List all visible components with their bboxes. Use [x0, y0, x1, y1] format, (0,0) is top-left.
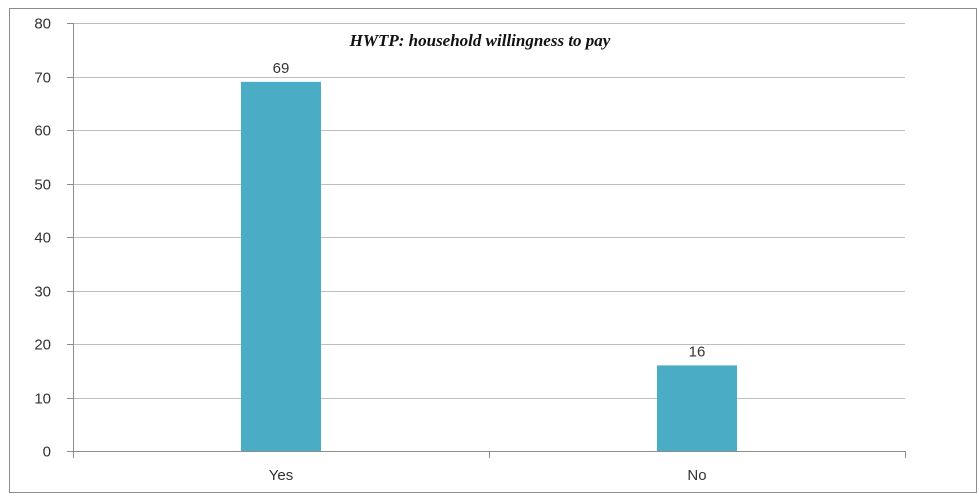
y-tick-label: 10	[34, 391, 51, 408]
chart-title: HWTP: household willingness to pay	[349, 31, 611, 50]
y-tick-label: 40	[34, 230, 51, 247]
y-tick-label: 70	[34, 70, 51, 87]
axes	[67, 23, 906, 458]
y-tick-label: 60	[34, 123, 51, 140]
x-tick-label-yes: Yes	[269, 467, 293, 484]
labels: 0 10 20 30 40 50 60 70 80 69 Yes 16 No	[34, 16, 706, 485]
y-tick-label: 0	[43, 444, 51, 461]
y-tick-label: 80	[34, 16, 51, 33]
y-tick-label: 50	[34, 177, 51, 194]
gridlines	[73, 23, 905, 399]
x-tick-label-no: No	[687, 467, 706, 484]
data-label-no: 16	[689, 343, 706, 360]
bar-yes	[241, 81, 321, 451]
chart-border	[9, 8, 977, 493]
y-tick-label: 20	[34, 337, 51, 354]
y-tick-label: 30	[34, 284, 51, 301]
bars	[241, 81, 737, 451]
bar-no	[657, 365, 737, 451]
data-label-yes: 69	[273, 60, 290, 77]
